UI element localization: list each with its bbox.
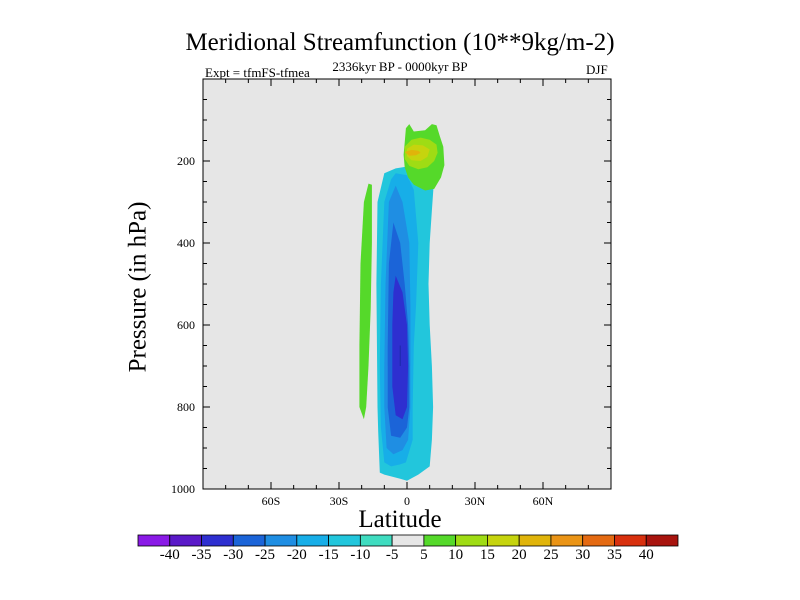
colorbar-label: 20 bbox=[512, 547, 527, 563]
colorbar-label: -5 bbox=[386, 547, 399, 563]
colorbar-label: 25 bbox=[543, 547, 558, 563]
colorbar-box bbox=[550, 534, 584, 547]
contour-south-band-5 bbox=[359, 183, 372, 420]
experiment-label: Expt = tfmFS-tfmea bbox=[205, 65, 310, 80]
x-tick-label: 30N bbox=[465, 494, 486, 508]
colorbar-label: -15 bbox=[319, 547, 339, 563]
contour-upper-20 bbox=[404, 149, 421, 156]
colorbar-box bbox=[423, 534, 457, 547]
colorbar-box bbox=[645, 534, 679, 547]
colorbar-box bbox=[518, 534, 552, 547]
colorbar-label: -10 bbox=[350, 547, 370, 563]
colorbar-box bbox=[137, 534, 171, 547]
colorbar-label: 35 bbox=[607, 547, 622, 563]
colorbar-label: 10 bbox=[448, 547, 463, 563]
time-range-label: 2336kyr BP - 0000kyr BP bbox=[332, 59, 468, 74]
colorbar-box bbox=[359, 534, 393, 547]
y-tick-label: 600 bbox=[177, 318, 195, 332]
x-axis-label: Latitude bbox=[358, 506, 442, 533]
colorbar-box bbox=[487, 534, 520, 547]
colorbar-label: 5 bbox=[420, 547, 428, 563]
x-tick-label: 60S bbox=[262, 494, 281, 508]
colorbar-label: -25 bbox=[255, 547, 275, 563]
colorbar-box bbox=[201, 534, 234, 547]
colorbar-box bbox=[614, 534, 647, 547]
colorbar-label: -35 bbox=[192, 547, 212, 563]
chart-title: Meridional Streamfunction (10**9kg/m-2) bbox=[185, 29, 615, 56]
colorbar-label: -40 bbox=[160, 547, 180, 563]
colorbar-label: 30 bbox=[575, 547, 590, 563]
season-label: DJF bbox=[586, 62, 608, 77]
colorbar-box bbox=[582, 534, 615, 547]
y-tick-label: 1000 bbox=[171, 482, 195, 496]
y-tick-label: 400 bbox=[177, 236, 195, 250]
colorbar-box bbox=[296, 534, 329, 547]
x-tick-label: 30S bbox=[330, 494, 349, 508]
colorbar-label: -20 bbox=[287, 547, 307, 563]
colorbar-box bbox=[169, 534, 202, 547]
x-tick-label: 0 bbox=[404, 494, 410, 508]
colorbar-label: -30 bbox=[223, 547, 243, 563]
colorbar-box bbox=[391, 534, 425, 547]
colorbar-box bbox=[264, 534, 298, 547]
colorbar-label: 15 bbox=[480, 547, 495, 563]
y-tick-label: 800 bbox=[177, 400, 195, 414]
colorbar-box bbox=[328, 534, 361, 547]
x-tick-label: 60N bbox=[533, 494, 554, 508]
colorbar-box bbox=[232, 534, 266, 547]
colorbar-box bbox=[455, 534, 488, 547]
y-tick-label: 200 bbox=[177, 154, 195, 168]
colorbar-label: 40 bbox=[639, 547, 654, 563]
